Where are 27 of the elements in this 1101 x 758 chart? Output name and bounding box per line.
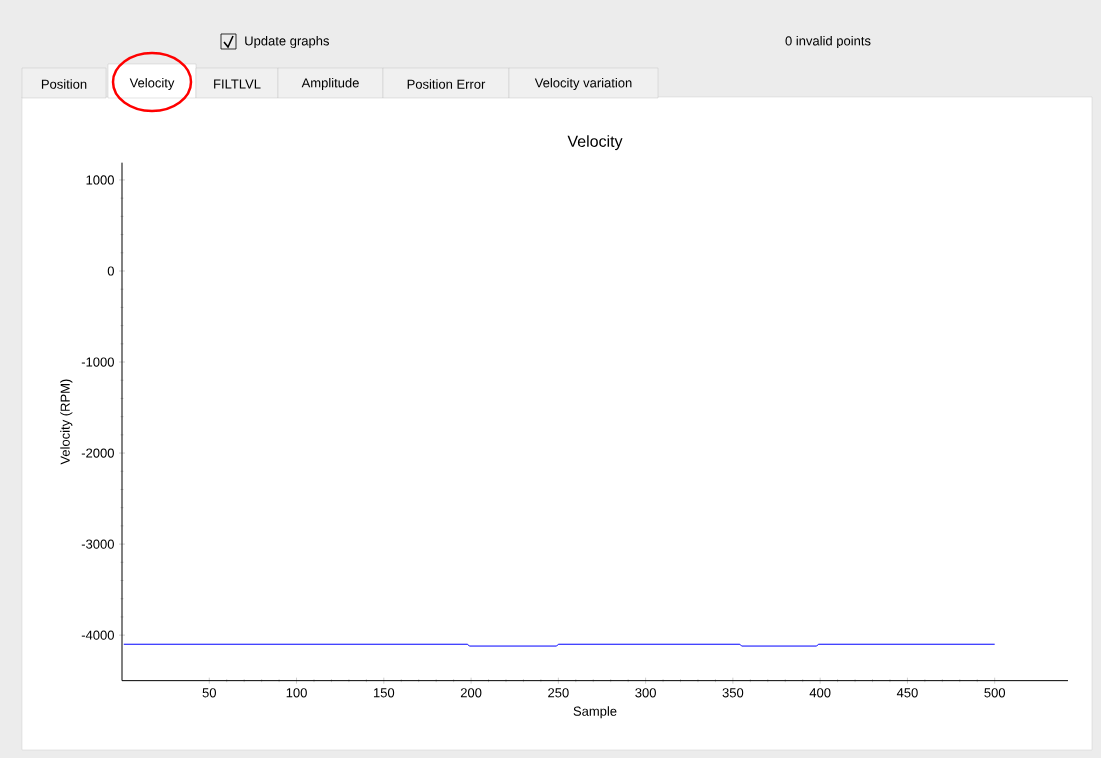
y-tick-label: -3000 (81, 539, 114, 549)
x-tick-label: 350 (722, 688, 744, 698)
x-tick-label: 200 (460, 688, 482, 698)
x-tick-label: 150 (373, 688, 395, 698)
text: Update graphs (245, 35, 329, 49)
x-axis-title: Sample (573, 706, 617, 719)
text: FILTLVL (214, 79, 261, 89)
y-tick-label: -1000 (81, 357, 114, 367)
text: Position Error (407, 79, 486, 89)
x-tick-label: 500 (984, 688, 1006, 698)
x-tick-label: 50 (202, 688, 216, 698)
x-tick-label: 250 (548, 688, 569, 698)
text: 0 invalid points (785, 35, 871, 49)
text: Velocity variation (534, 77, 632, 91)
x-tick-label: 100 (286, 688, 307, 698)
y-axis-title: Velocity (RPM) (60, 379, 73, 465)
y-tick-label: 1000 (86, 175, 114, 185)
x-tick-label: 400 (809, 688, 831, 698)
text: Position (41, 79, 87, 89)
x-tick-label: 300 (635, 688, 656, 698)
text: Amplitude (301, 77, 359, 91)
x-tick-label: 450 (896, 688, 918, 698)
y-tick-label: -2000 (81, 448, 114, 458)
chart-title: Velocity (567, 135, 623, 151)
text: Velocity (129, 77, 175, 91)
y-tick-label: 0 (107, 266, 114, 276)
y-tick-label: -4000 (81, 630, 114, 640)
